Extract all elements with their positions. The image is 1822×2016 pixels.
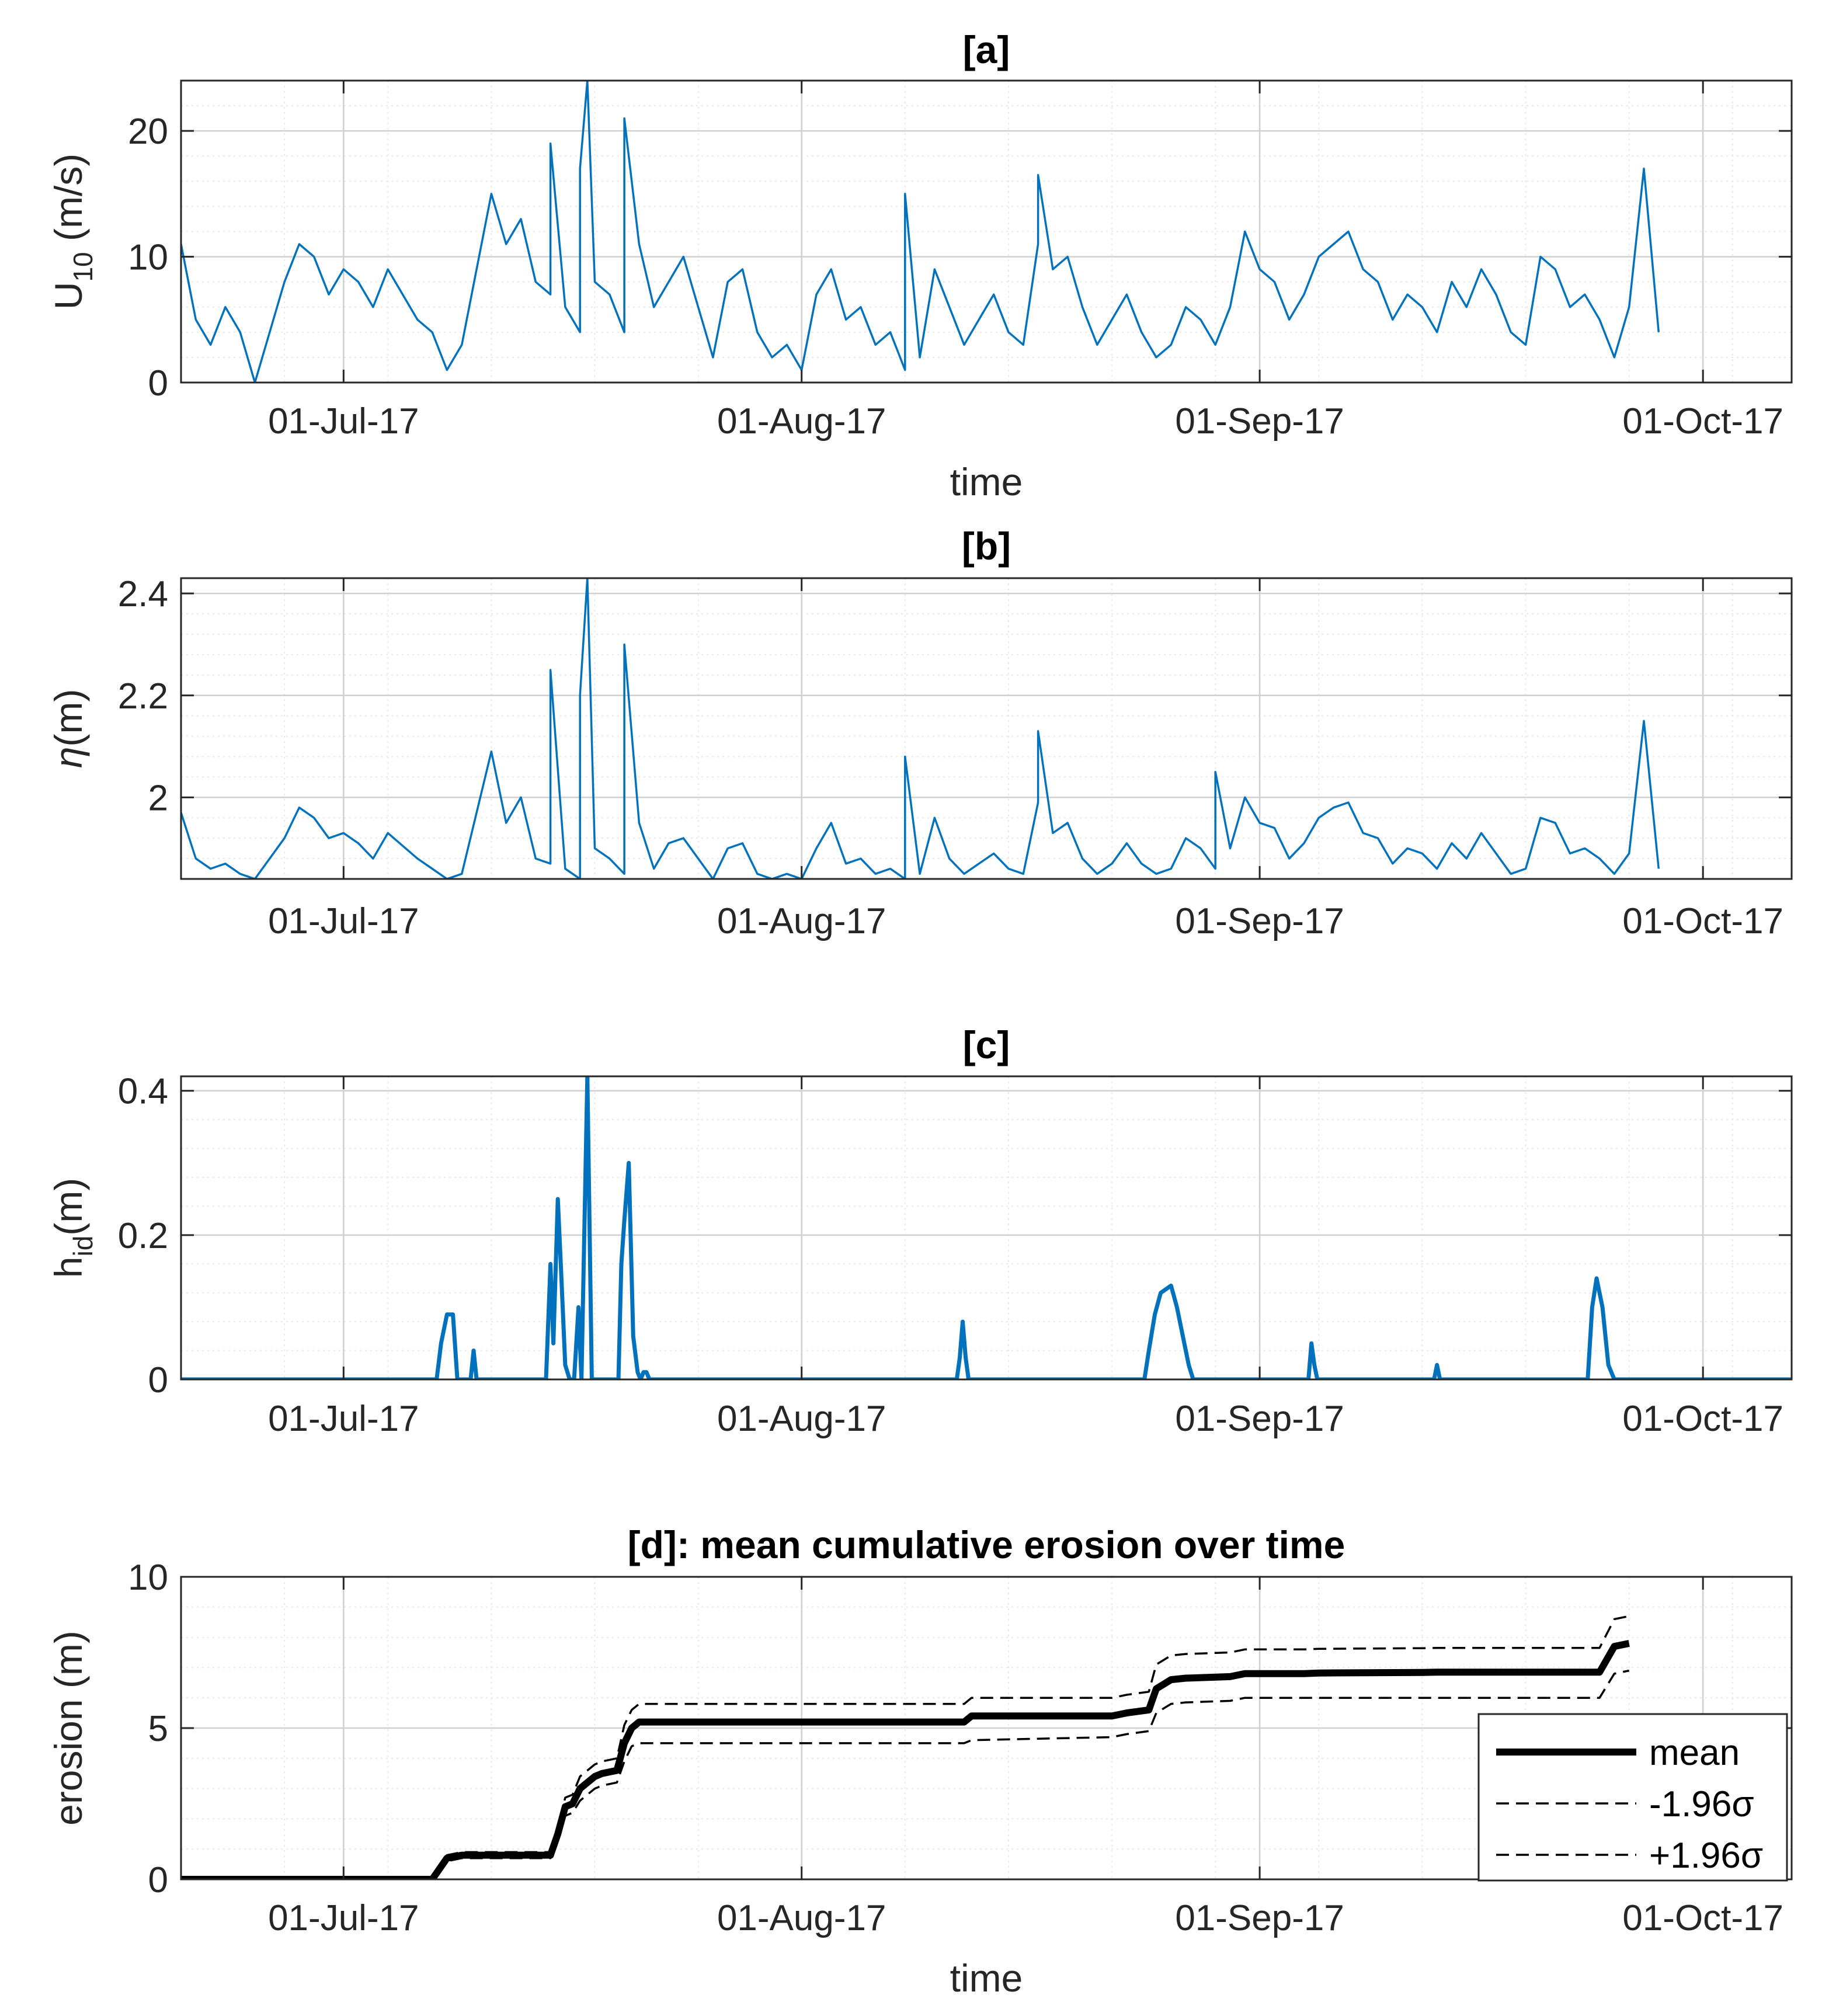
x-tick-label: 01-Jul-17 xyxy=(268,401,419,442)
panel-d: 01-Jul-17 01-Aug-17 01-Sep-17 01-Oct-17 0 5 10… xyxy=(47,1523,1793,2000)
x-tick-label: 01-Oct-17 xyxy=(1622,401,1783,442)
chart-title: [a] xyxy=(963,28,1010,71)
panel-a: 01-Jul-17 01-Aug-17 01-Sep-17 01-Oct-17 0 10 2… xyxy=(47,28,1793,503)
x-tick-label: 01-Oct-17 xyxy=(1622,901,1783,941)
y-tick-label: 2.2 xyxy=(118,676,168,717)
axes-box xyxy=(180,577,1793,880)
x-tick-label: 01-Sep-17 xyxy=(1175,1898,1344,1938)
series-line-a-0 xyxy=(181,81,1660,383)
x-tick-label: 01-Jul-17 xyxy=(268,1898,419,1938)
legend-label: +1.96σ xyxy=(1649,1836,1763,1876)
x-axis-label: time xyxy=(950,1956,1023,2000)
y-tick-label: 10 xyxy=(128,238,168,278)
y-tick-label: 10 xyxy=(128,1558,168,1598)
series-line-d-0 xyxy=(181,1640,1630,1879)
axes-box xyxy=(180,1075,1793,1381)
x-tick-label: 01-Aug-17 xyxy=(717,901,886,941)
y-tick-label: 0.4 xyxy=(118,1072,168,1112)
x-tick-label: 01-Aug-17 xyxy=(717,1898,886,1938)
y-axis-label: η(m) xyxy=(47,689,90,769)
axes-box xyxy=(180,79,1793,384)
y-tick-label: 2 xyxy=(148,778,168,818)
y-tick-label: 0 xyxy=(148,1860,168,1900)
x-tick-label: 01-Aug-17 xyxy=(717,401,886,442)
legend-box xyxy=(1477,1713,1788,1882)
y-tick-label: 2.4 xyxy=(118,574,168,614)
y-axis-label: erosion (m) xyxy=(47,1631,90,1826)
y-tick-label: 5 xyxy=(148,1709,168,1749)
x-axis-label: time xyxy=(950,460,1023,503)
chart-title: [b] xyxy=(962,524,1011,568)
y-axis-label: hid(m) xyxy=(47,1178,98,1278)
chart-title: [c] xyxy=(963,1023,1010,1066)
x-tick-label: 01-Aug-17 xyxy=(717,1399,886,1439)
x-tick-label: 01-Oct-17 xyxy=(1622,1898,1783,1938)
x-tick-label: 01-Sep-17 xyxy=(1175,901,1344,941)
series-line-d-1 xyxy=(181,1669,1630,1879)
x-tick-label: 01-Sep-17 xyxy=(1175,1399,1344,1439)
y-tick-label: 0.2 xyxy=(118,1216,168,1256)
y-axis-label: U10 (m/s) xyxy=(47,154,98,310)
x-tick-label: 01-Jul-17 xyxy=(268,901,419,941)
legend-label: -1.96σ xyxy=(1649,1784,1754,1824)
y-tick-label: 0 xyxy=(148,1360,168,1400)
y-tick-label: 0 xyxy=(148,363,168,404)
panel-b: 01-Jul-17 01-Aug-17 01-Sep-17 01-Oct-17 2 2.2… xyxy=(47,524,1793,941)
series-line-c-0 xyxy=(181,1076,1792,1379)
x-tick-label: 01-Sep-17 xyxy=(1175,401,1344,442)
panel-c: 01-Jul-17 01-Aug-17 01-Sep-17 01-Oct-17 0 0.2… xyxy=(47,1023,1793,1439)
series-line-d-2 xyxy=(181,1615,1630,1879)
y-tick-label: 20 xyxy=(128,112,168,152)
series-line-b-0 xyxy=(181,578,1660,879)
chart-title: [d]: mean cumulative erosion over time xyxy=(628,1523,1345,1566)
legend: mean -1.96σ +1.96σ xyxy=(1477,1713,1788,1882)
x-tick-label: 01-Oct-17 xyxy=(1622,1399,1783,1439)
x-tick-label: 01-Jul-17 xyxy=(268,1399,419,1439)
legend-label: mean xyxy=(1649,1733,1740,1773)
